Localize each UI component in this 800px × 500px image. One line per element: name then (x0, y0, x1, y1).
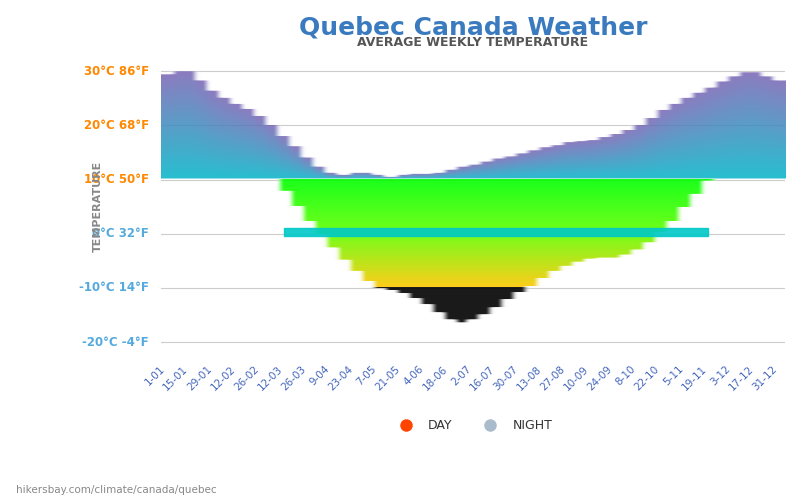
Text: 20°C 68°F: 20°C 68°F (84, 119, 149, 132)
Text: 0°C 32°F: 0°C 32°F (92, 228, 149, 240)
Text: -20°C -4°F: -20°C -4°F (82, 336, 149, 348)
Text: 30°C 86°F: 30°C 86°F (84, 64, 149, 78)
Title: Quebec Canada Weather: Quebec Canada Weather (298, 15, 647, 39)
Text: TEMPERATURE: TEMPERATURE (93, 161, 103, 252)
Legend: DAY, NIGHT: DAY, NIGHT (388, 414, 558, 437)
Text: AVERAGE WEEKLY TEMPERATURE: AVERAGE WEEKLY TEMPERATURE (358, 36, 588, 49)
Text: 10°C 50°F: 10°C 50°F (84, 173, 149, 186)
Text: hikersbay.com/climate/canada/quebec: hikersbay.com/climate/canada/quebec (16, 485, 217, 495)
Text: -10°C 14°F: -10°C 14°F (79, 282, 149, 294)
